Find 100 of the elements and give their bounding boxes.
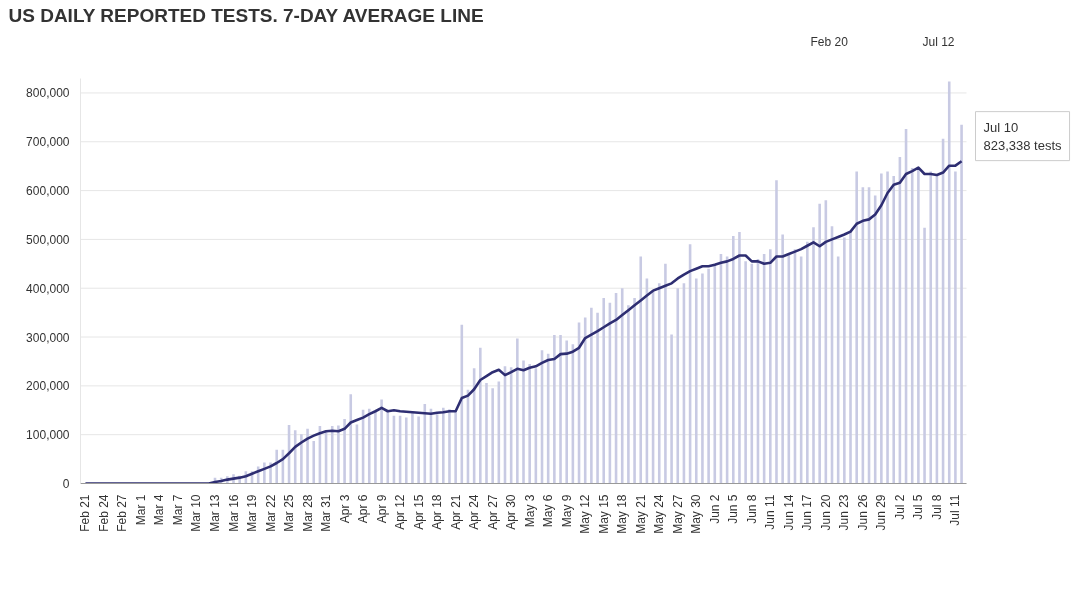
bar: [731, 235, 735, 484]
bar: [701, 273, 704, 484]
bar: [633, 297, 636, 484]
bar: [806, 241, 809, 484]
bar: [664, 263, 667, 484]
bar: [676, 288, 680, 484]
y-tick-label: 300,000: [26, 330, 70, 345]
x-tick-label: May 12: [578, 494, 593, 534]
x-tick-label: Mar 7: [170, 494, 185, 526]
x-tick-label: Mar 4: [152, 494, 167, 526]
bar: [411, 412, 414, 484]
bar: [849, 232, 852, 484]
x-tick-label: Mar 10: [189, 494, 204, 532]
bar: [910, 168, 914, 484]
bar: [343, 419, 346, 484]
x-tick-label: Apr 18: [430, 494, 445, 530]
x-tick-label: Apr 27: [485, 494, 500, 530]
bar: [880, 173, 883, 484]
bar: [818, 203, 821, 484]
x-tick-label: Jun 11: [763, 494, 778, 530]
x-tick-label: Jun 14: [781, 494, 796, 531]
bar: [417, 416, 420, 484]
x-tick-label: Jun 26: [855, 494, 870, 531]
text: Jul 10 823,338 tests: [983, 119, 1063, 153]
bar: [670, 334, 673, 484]
x-tick-label: Mar 25: [282, 494, 297, 532]
bar: [590, 307, 593, 484]
bar: [479, 347, 482, 484]
bar: [516, 338, 519, 484]
x-tick-label: May 9: [559, 494, 574, 528]
x-tick-label: Mar 19: [245, 494, 260, 532]
bar: [657, 283, 661, 484]
bar: [528, 363, 531, 484]
bar: [454, 410, 457, 484]
x-tick-label: Jun 2: [707, 494, 722, 524]
y-tick-label: 500,000: [26, 232, 70, 247]
x-tick-label: Jul 5: [911, 494, 926, 520]
x-tick-label: Mar 22: [263, 494, 278, 532]
bar: [337, 425, 340, 484]
x-tick-label: Jun 17: [800, 494, 815, 531]
bar: [300, 434, 303, 484]
x-tick-label: Feb 27: [115, 494, 130, 532]
x-tick-label: Mar 31: [319, 494, 334, 532]
bar: [707, 268, 710, 484]
x-tick-label: Apr 3: [337, 494, 352, 524]
bar: [713, 263, 717, 484]
x-tick-label: Jul 11: [948, 494, 963, 526]
y-tick-label: 800,000: [26, 86, 70, 101]
bar: [620, 288, 624, 484]
bar: [404, 417, 408, 484]
bar: [367, 408, 371, 484]
x-tick-label: Apr 21: [448, 494, 463, 530]
bar: [448, 409, 451, 484]
bar: [781, 234, 784, 484]
x-tick-label: Mar 28: [300, 494, 315, 532]
x-tick-label: Apr 24: [467, 494, 482, 530]
bar: [954, 171, 957, 484]
bar: [960, 124, 963, 484]
bar: [886, 171, 889, 484]
bar: [293, 430, 297, 484]
bar: [639, 256, 643, 484]
x-tick-label: Mar 16: [226, 494, 241, 532]
bar: [892, 175, 895, 484]
bar: [855, 171, 858, 484]
x-tick-label: Apr 30: [504, 494, 519, 530]
bar: [553, 335, 556, 484]
bar: [380, 399, 383, 484]
bar: [738, 232, 741, 484]
bar: [596, 312, 599, 484]
x-tick-label: Apr 12: [393, 494, 408, 530]
bar: [769, 249, 772, 484]
x-tick-label: Jun 20: [818, 494, 833, 531]
y-tick-label: 100,000: [26, 428, 70, 443]
bar: [929, 171, 933, 484]
bar: [374, 410, 377, 484]
bar: [349, 394, 353, 484]
x-tick-label: May 27: [670, 494, 685, 534]
bar: [306, 428, 309, 484]
line-series: [84, 159, 963, 484]
bar: [694, 278, 698, 484]
x-tick-label: May 15: [596, 494, 611, 534]
bar: [947, 81, 951, 484]
bar: [627, 305, 630, 484]
bar: [775, 180, 778, 484]
bar: [330, 425, 334, 484]
x-tick-label: Apr 9: [374, 494, 389, 524]
chart-title: US DAILY REPORTED TESTS. 7-DAY AVERAGE LINE: [8, 4, 484, 26]
y-tick-label: 200,000: [26, 379, 70, 394]
bar: [583, 317, 587, 484]
bar: [522, 360, 525, 484]
bar: [812, 227, 815, 484]
bar: [442, 407, 445, 484]
bar: [843, 237, 846, 484]
text: Jul 12: [922, 35, 955, 50]
bar: [565, 340, 568, 484]
bar: [744, 261, 747, 484]
x-tick-label: May 18: [615, 494, 630, 534]
x-tick-label: May 3: [522, 494, 537, 528]
bar: [485, 382, 488, 484]
x-tick-label: Jun 29: [874, 494, 889, 531]
